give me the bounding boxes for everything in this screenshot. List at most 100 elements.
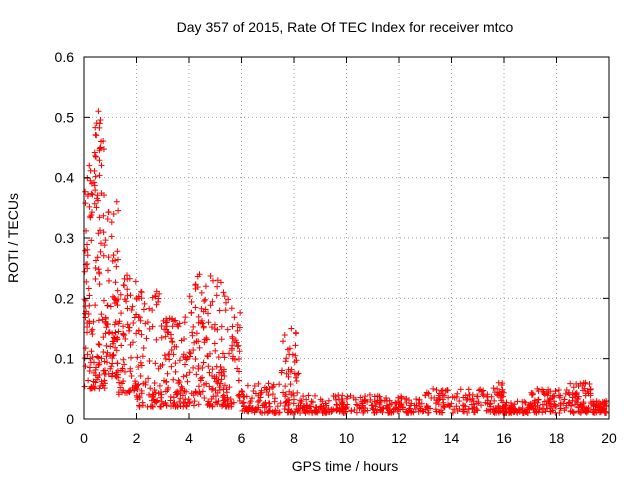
data-point xyxy=(392,399,399,406)
data-point xyxy=(223,299,230,306)
data-point xyxy=(236,368,243,375)
data-point xyxy=(158,322,165,329)
data-point xyxy=(571,401,578,408)
x-axis-title: GPS time / hours xyxy=(292,458,399,474)
data-point xyxy=(171,399,178,406)
data-point xyxy=(207,272,214,279)
data-point xyxy=(252,390,259,397)
data-point xyxy=(333,401,340,408)
data-point xyxy=(441,392,448,399)
data-point xyxy=(373,409,380,416)
data-point xyxy=(115,256,122,263)
data-point xyxy=(93,204,100,211)
data-point xyxy=(265,392,272,399)
data-point xyxy=(187,353,194,360)
data-point xyxy=(464,395,471,402)
data-point xyxy=(288,408,295,415)
data-point xyxy=(96,214,103,221)
data-point xyxy=(347,392,354,399)
data-point xyxy=(102,237,109,244)
data-point xyxy=(197,375,204,382)
data-point xyxy=(96,157,103,164)
data-point xyxy=(524,409,531,416)
data-point xyxy=(603,397,610,404)
data-point xyxy=(399,403,406,410)
data-point xyxy=(491,397,498,404)
data-point xyxy=(276,409,283,416)
data-point xyxy=(95,317,102,324)
data-point xyxy=(263,403,270,410)
data-point xyxy=(128,306,135,313)
data-point xyxy=(287,381,294,388)
data-point xyxy=(255,398,262,405)
data-point xyxy=(266,400,273,407)
data-point xyxy=(166,356,173,363)
data-point xyxy=(566,391,573,398)
data-point xyxy=(86,368,93,375)
data-point xyxy=(416,396,423,403)
data-point xyxy=(259,402,266,409)
data-point xyxy=(334,402,341,409)
data-point xyxy=(108,233,115,240)
data-point xyxy=(292,342,299,349)
data-point xyxy=(113,263,120,270)
data-point xyxy=(599,398,606,405)
data-point xyxy=(148,403,155,410)
data-point xyxy=(451,406,458,413)
data-point xyxy=(187,350,194,357)
peak-data-point xyxy=(288,325,295,332)
peak-data-point xyxy=(113,198,120,205)
data-point xyxy=(297,400,304,407)
data-point xyxy=(555,387,562,394)
data-point xyxy=(86,292,93,299)
data-point xyxy=(201,381,208,388)
data-point xyxy=(109,370,116,377)
data-point xyxy=(121,296,128,303)
data-point xyxy=(357,394,364,401)
data-point xyxy=(584,408,591,415)
data-point xyxy=(131,314,138,321)
data-point xyxy=(216,369,223,376)
data-point xyxy=(169,338,176,345)
data-point xyxy=(561,396,568,403)
peak-data-point xyxy=(196,271,203,278)
data-point xyxy=(212,399,219,406)
data-point xyxy=(243,393,250,400)
peak-data-point xyxy=(98,138,105,145)
data-point xyxy=(352,396,359,403)
data-point xyxy=(540,405,547,412)
data-point xyxy=(193,330,200,337)
data-point xyxy=(172,360,179,367)
data-point xyxy=(170,394,177,401)
y-tick-label: 0.2 xyxy=(55,290,75,306)
x-tick-label: 2 xyxy=(133,430,141,446)
data-point xyxy=(129,303,136,310)
data-point xyxy=(257,408,264,415)
data-point xyxy=(182,314,189,321)
data-point xyxy=(138,331,145,338)
data-point xyxy=(198,289,205,296)
y-tick-label: 0.1 xyxy=(55,351,75,367)
data-point xyxy=(229,342,236,349)
data-point xyxy=(360,404,367,411)
data-point xyxy=(96,145,103,152)
data-point xyxy=(158,334,165,341)
data-point xyxy=(110,352,117,359)
data-point xyxy=(357,404,364,411)
data-point xyxy=(135,363,142,370)
data-point xyxy=(85,285,92,292)
data-point xyxy=(124,321,131,328)
data-point xyxy=(190,364,197,371)
y-tick-label: 0.5 xyxy=(55,109,75,125)
peak-data-point xyxy=(95,108,102,115)
data-point xyxy=(225,403,232,410)
data-point xyxy=(282,391,289,398)
data-point xyxy=(81,383,88,390)
data-point xyxy=(297,409,304,416)
data-point xyxy=(153,336,160,343)
data-point xyxy=(183,372,190,379)
data-point xyxy=(96,359,103,366)
data-point xyxy=(293,378,300,385)
data-point xyxy=(95,354,102,361)
